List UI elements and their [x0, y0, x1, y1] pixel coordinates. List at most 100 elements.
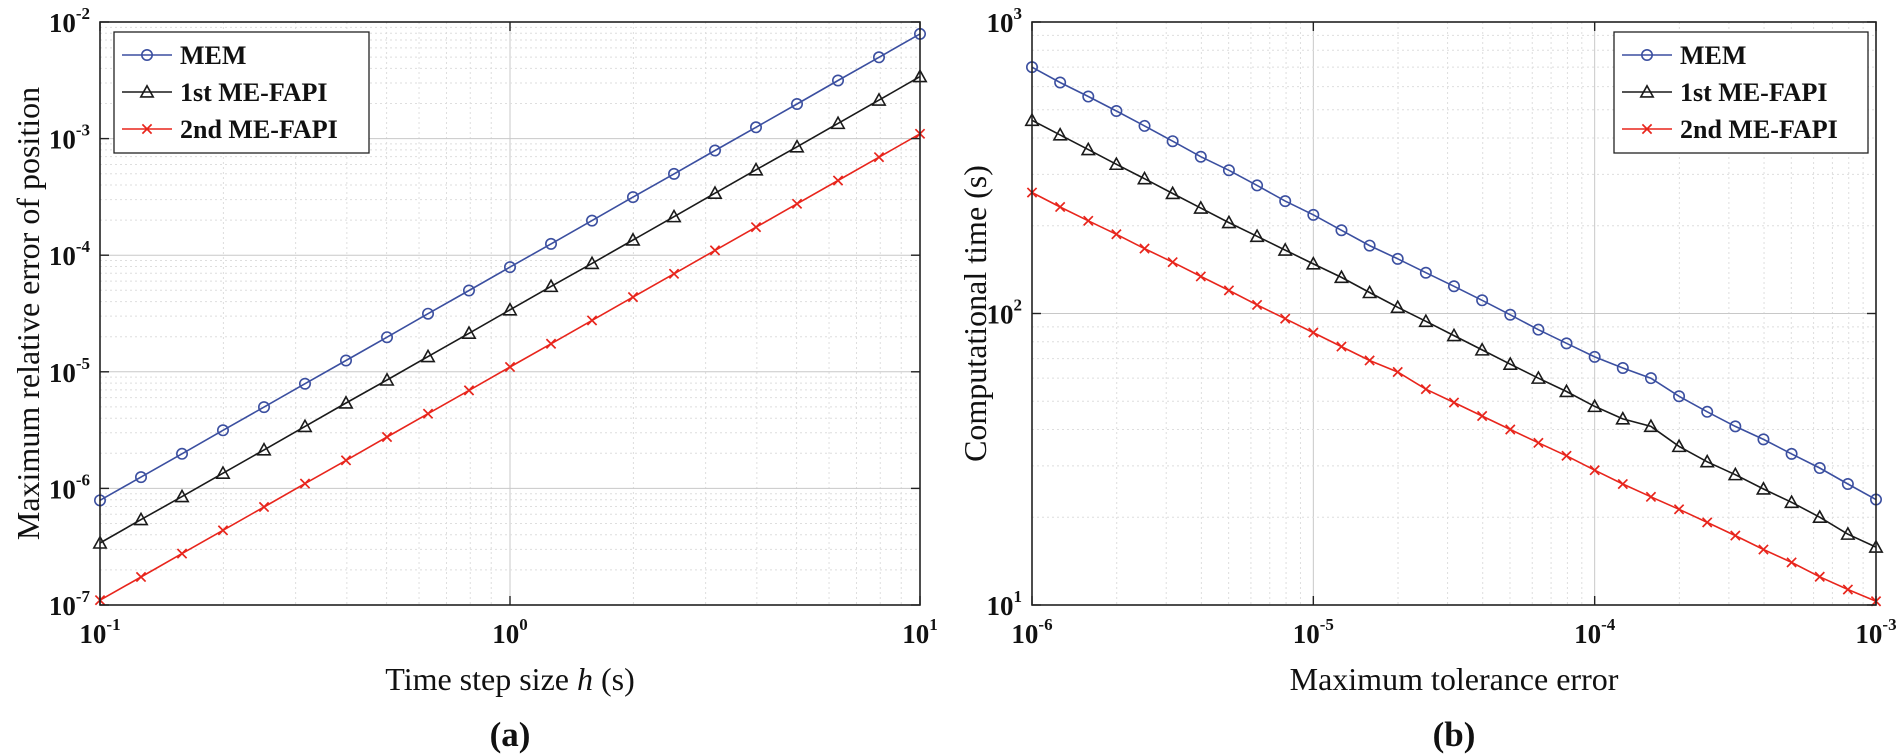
series-line: [1031, 119, 1877, 548]
data-point: [668, 268, 680, 279]
data-point: [503, 261, 516, 274]
data-point: [1139, 243, 1150, 254]
legend-item: 2nd ME-FAPI: [1622, 115, 1838, 144]
x-tick-label: 101: [902, 615, 938, 649]
panel-a-caption: (a): [490, 715, 531, 754]
x-tick-label: 10-1: [79, 615, 120, 649]
data-point: [750, 221, 762, 233]
data-point: [422, 408, 434, 419]
data-point: [1757, 433, 1770, 446]
panel-b-grid: [1032, 22, 1876, 605]
y-tick-label: 103: [987, 4, 1023, 38]
data-point: [1702, 517, 1713, 528]
data-point: [543, 278, 559, 293]
legend-marker: [1641, 48, 1654, 61]
panel-b-y-axis-label: Computational time (s): [957, 165, 993, 462]
data-point: [338, 395, 354, 409]
data-point: [1195, 271, 1207, 282]
data-point: [1561, 450, 1572, 461]
data-point: [1730, 530, 1741, 541]
data-point: [1615, 411, 1631, 425]
data-point: [1840, 526, 1856, 540]
legend-marker: [141, 48, 154, 61]
data-point: [1279, 313, 1291, 324]
legend-label: 1st ME-FAPI: [180, 78, 328, 107]
data-point: [1222, 164, 1235, 177]
panel-a-y-axis-label: Maximum relative error of position: [10, 87, 46, 540]
data-point: [1277, 242, 1293, 256]
series-2nd-me-fapi: [1026, 187, 1882, 607]
data-point: [1673, 504, 1685, 515]
legend-label: 2nd ME-FAPI: [1680, 115, 1838, 144]
data-point: [1755, 481, 1772, 495]
data-point: [791, 98, 804, 111]
data-point: [832, 74, 845, 87]
data-point: [461, 325, 477, 340]
data-point: [666, 208, 682, 223]
data-point: [1363, 239, 1376, 252]
data-point: [1054, 201, 1066, 213]
data-point: [297, 418, 313, 433]
data-point: [1362, 284, 1378, 299]
y-tick-label: 10-7: [49, 587, 91, 621]
data-point: [1419, 266, 1432, 279]
data-point: [873, 151, 885, 163]
data-point: [872, 51, 885, 64]
data-point: [1194, 150, 1207, 163]
data-point: [1418, 313, 1434, 328]
data-point: [584, 255, 600, 270]
data-point: [133, 511, 149, 526]
data-point: [791, 198, 803, 209]
y-tick-label: 10-6: [49, 470, 90, 504]
series-line: [99, 75, 921, 544]
data-point: [1221, 214, 1237, 229]
data-point: [1308, 327, 1319, 338]
data-point: [1251, 299, 1263, 311]
data-point: [1533, 437, 1544, 449]
data-point: [1587, 398, 1603, 413]
data-point: [1560, 337, 1573, 350]
data-point: [1813, 462, 1826, 475]
data-point: [1136, 170, 1153, 185]
data-point: [1138, 119, 1151, 132]
legend-marker: [1639, 84, 1655, 98]
data-point: [174, 488, 190, 503]
data-point: [1784, 494, 1800, 509]
data-point: [1052, 127, 1068, 141]
series-mem: [1026, 61, 1883, 506]
data-point: [1505, 424, 1516, 435]
data-point: [422, 307, 435, 320]
legend-label: 2nd ME-FAPI: [180, 115, 338, 144]
data-point: [1082, 90, 1095, 103]
data-point: [135, 571, 147, 583]
x-tick-label: 10-3: [1855, 615, 1896, 649]
data-point: [216, 424, 229, 437]
data-point: [215, 465, 231, 479]
data-point: [381, 431, 393, 443]
data-point: [749, 121, 762, 134]
data-point: [1589, 465, 1600, 476]
series-1st-me-fapi: [92, 68, 928, 549]
data-point: [1420, 383, 1432, 395]
data-point: [1530, 370, 1546, 384]
data-point: [463, 385, 475, 396]
panel-a: 10-1 100 101 10-7 10-6 10-5 10-4 10-3 10-2 Time …: [10, 4, 938, 754]
data-point: [625, 232, 641, 246]
data-point: [1279, 195, 1292, 208]
legend-label: 1st ME-FAPI: [1680, 78, 1828, 107]
data-point: [420, 348, 436, 363]
data-point: [545, 338, 557, 349]
data-point: [298, 377, 311, 390]
y-tick-label: 10-2: [49, 4, 90, 38]
x-tick-label: 10-5: [1293, 615, 1334, 649]
data-point: [135, 471, 148, 484]
legend-item: 1st ME-FAPI: [1622, 78, 1828, 107]
data-point: [1643, 418, 1659, 433]
data-point: [1841, 478, 1854, 491]
data-point: [1335, 224, 1348, 237]
data-point: [709, 245, 721, 256]
data-point: [668, 167, 681, 180]
data-point: [1391, 252, 1404, 265]
data-point: [1193, 200, 1209, 214]
y-tick-label: 101: [987, 587, 1023, 621]
